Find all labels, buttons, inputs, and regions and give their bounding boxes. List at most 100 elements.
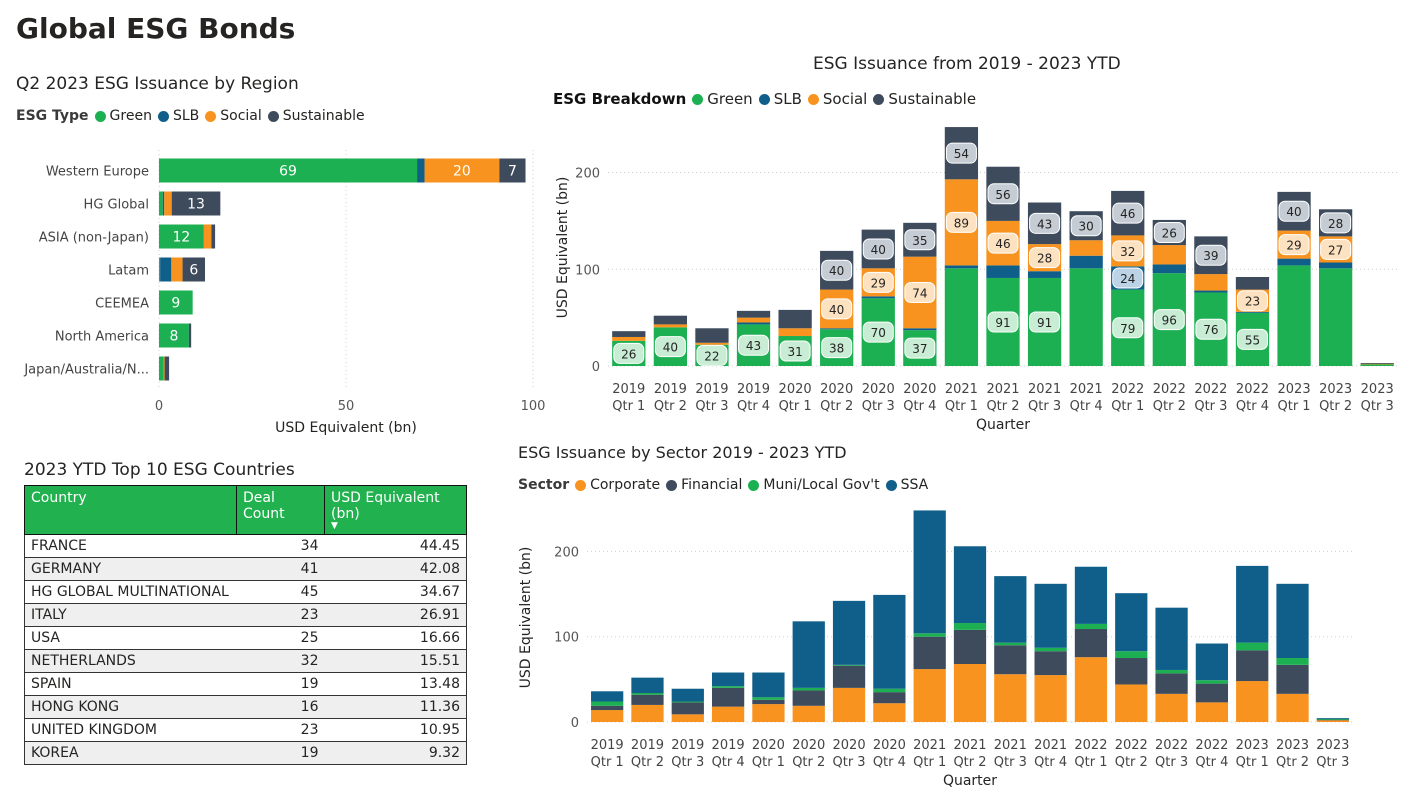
x-tick-label: Qtr 4 xyxy=(1236,399,1269,414)
quarterly-esg-bar-chart[interactable]: 0 100 200 USD Equivalent (bn) 2019 Qtr 1 26 201… xyxy=(540,115,1420,440)
column-header-usd-equivalent[interactable]: USD Equivalent (bn) ▼ xyxy=(324,485,467,535)
bar-segment-social xyxy=(163,356,165,381)
x-tick-label: 2021 xyxy=(986,382,1019,397)
legend-dot xyxy=(692,93,704,105)
sort-desc-icon[interactable]: ▼ xyxy=(331,521,338,531)
table-row[interactable]: KOREA 19 9.32 xyxy=(24,741,467,765)
x-tick-label: 2021 xyxy=(913,738,946,753)
bar-segment-green xyxy=(159,224,204,249)
legend-label: SSA xyxy=(900,477,929,493)
bar-segment-muni-local-gov-t xyxy=(832,664,866,666)
x-tick-label: Qtr 3 xyxy=(1361,399,1394,414)
data-label-badge xyxy=(1029,311,1061,333)
sector-chart-title: ESG Issuance by Sector 2019 - 2023 YTD xyxy=(518,443,847,462)
legend-item-ssa[interactable]: SSA xyxy=(885,477,929,493)
data-label-badge xyxy=(987,311,1019,333)
legend-item-social[interactable]: Social xyxy=(205,108,262,124)
table-row[interactable]: ITALY 23 26.91 xyxy=(24,603,467,627)
bar-segment-green xyxy=(1069,268,1103,366)
data-label-badge xyxy=(1195,244,1227,266)
table-row[interactable]: GERMANY 41 42.08 xyxy=(24,557,467,581)
bar-segment-social xyxy=(736,317,771,323)
bar-segment-ssa xyxy=(1155,607,1188,670)
bar-segment-sustainable xyxy=(1360,363,1394,364)
x-tick-label: 2021 xyxy=(994,738,1027,753)
bar-segment-sustainable xyxy=(499,158,526,183)
data-label: 46 xyxy=(1120,207,1135,221)
bar-segment-slb xyxy=(986,265,1020,278)
cell-usd-equivalent: 15.51 xyxy=(324,649,467,673)
legend-dot xyxy=(748,479,760,491)
legend-item-muni[interactable]: Muni/Local Gov't xyxy=(748,477,880,493)
legend-item-green[interactable]: Green xyxy=(692,90,753,108)
table-row[interactable]: SPAIN 19 13.48 xyxy=(24,672,467,696)
x-tick-label: Qtr 4 xyxy=(712,755,745,770)
table-row[interactable]: NETHERLANDS 32 15.51 xyxy=(24,649,467,673)
legend-item-sustainable[interactable]: Sustainable xyxy=(873,90,976,108)
legend-item-slb[interactable]: SLB xyxy=(157,108,199,124)
bar-segment-financial xyxy=(1195,683,1229,703)
region-chart-title: Q2 2023 ESG Issuance by Region xyxy=(16,74,299,94)
x-tick-label: 2019 xyxy=(737,382,770,397)
data-label-badge xyxy=(696,344,728,366)
bar-segment-financial xyxy=(1276,664,1309,694)
data-label: 35 xyxy=(912,234,927,248)
legend-item-slb[interactable]: SLB xyxy=(758,90,802,108)
bar-segment-slb xyxy=(903,328,937,331)
legend-item-green[interactable]: Green xyxy=(94,108,152,124)
x-tick-label: Qtr 1 xyxy=(752,755,785,770)
bar-segment-financial xyxy=(752,699,785,705)
bar-segment-green xyxy=(1360,364,1394,366)
table-row[interactable]: FRANCE 34 44.45 xyxy=(24,534,467,558)
legend-item-corporate[interactable]: Corporate xyxy=(575,477,660,493)
quarterly-legend: ESG Breakdown Green SLB Social Sustainab… xyxy=(553,90,982,108)
x-tick-label: 2022 xyxy=(1194,382,1227,397)
data-label: 96 xyxy=(1162,314,1177,328)
bar-segment-corporate xyxy=(832,687,866,722)
cell-deal-count: 16 xyxy=(236,695,325,719)
x-tick-label: 100 xyxy=(521,399,546,414)
bar-segment-ssa xyxy=(1316,718,1349,720)
table-row[interactable]: USA 25 16.66 xyxy=(24,626,467,650)
bar-segment-ssa xyxy=(1276,583,1309,659)
x-tick-label: 2023 xyxy=(1236,738,1269,753)
legend-item-financial[interactable]: Financial xyxy=(666,477,742,493)
bar-segment-slb xyxy=(1069,255,1103,269)
region-legend: ESG Type Green SLB Social Sustainable xyxy=(16,108,371,124)
data-label: 32 xyxy=(1120,245,1135,259)
x-axis-label: USD Equivalent (bn) xyxy=(275,420,417,436)
x-axis-label: Quarter xyxy=(976,417,1030,433)
cell-country: SPAIN xyxy=(24,672,237,696)
table-row[interactable]: HG GLOBAL MULTINATIONAL 45 34.67 xyxy=(24,580,467,604)
data-label-badge xyxy=(821,337,853,359)
legend-item-sustainable[interactable]: Sustainable xyxy=(267,108,365,124)
data-label-badge xyxy=(1112,267,1144,289)
data-label-badge xyxy=(1278,200,1310,222)
y-axis-label: USD Equivalent (bn) xyxy=(518,547,534,689)
legend-item-social[interactable]: Social xyxy=(807,90,867,108)
data-label-badge xyxy=(1236,290,1268,312)
x-tick-label: 2020 xyxy=(862,382,895,397)
x-tick-label: 2021 xyxy=(945,382,978,397)
data-label: 43 xyxy=(1037,217,1052,231)
bar-segment-sustainable xyxy=(612,331,646,337)
sector-bar-chart[interactable]: 0 100 200 USD Equivalent (bn) 2019 Qtr 1 2019 Q… xyxy=(505,500,1420,795)
bar-segment-ssa xyxy=(591,691,624,702)
data-label: 31 xyxy=(787,345,802,359)
data-label-badge xyxy=(862,271,894,293)
x-tick-label: Qtr 4 xyxy=(873,755,906,770)
x-tick-label: Qtr 4 xyxy=(737,399,770,414)
y-tick-label: 200 xyxy=(554,545,579,560)
column-header-deal-count[interactable]: Deal Count xyxy=(236,485,325,535)
table-row[interactable]: HONG KONG 16 11.36 xyxy=(24,695,467,719)
region-bar-chart[interactable]: 0 50 100 USD Equivalent (bn) Western Europe 6… xyxy=(0,140,560,440)
x-tick-label: 2019 xyxy=(695,382,728,397)
bar-segment-financial xyxy=(1316,719,1349,721)
column-header-country[interactable]: Country xyxy=(24,485,237,535)
bar-segment-sustainable xyxy=(211,224,216,249)
data-label-badge xyxy=(1112,240,1144,262)
bar-segment-slb xyxy=(160,257,172,282)
bar-segment-social xyxy=(171,257,183,282)
x-tick-label: Qtr 2 xyxy=(792,755,825,770)
table-row[interactable]: UNITED KINGDOM 23 10.95 xyxy=(24,718,467,742)
